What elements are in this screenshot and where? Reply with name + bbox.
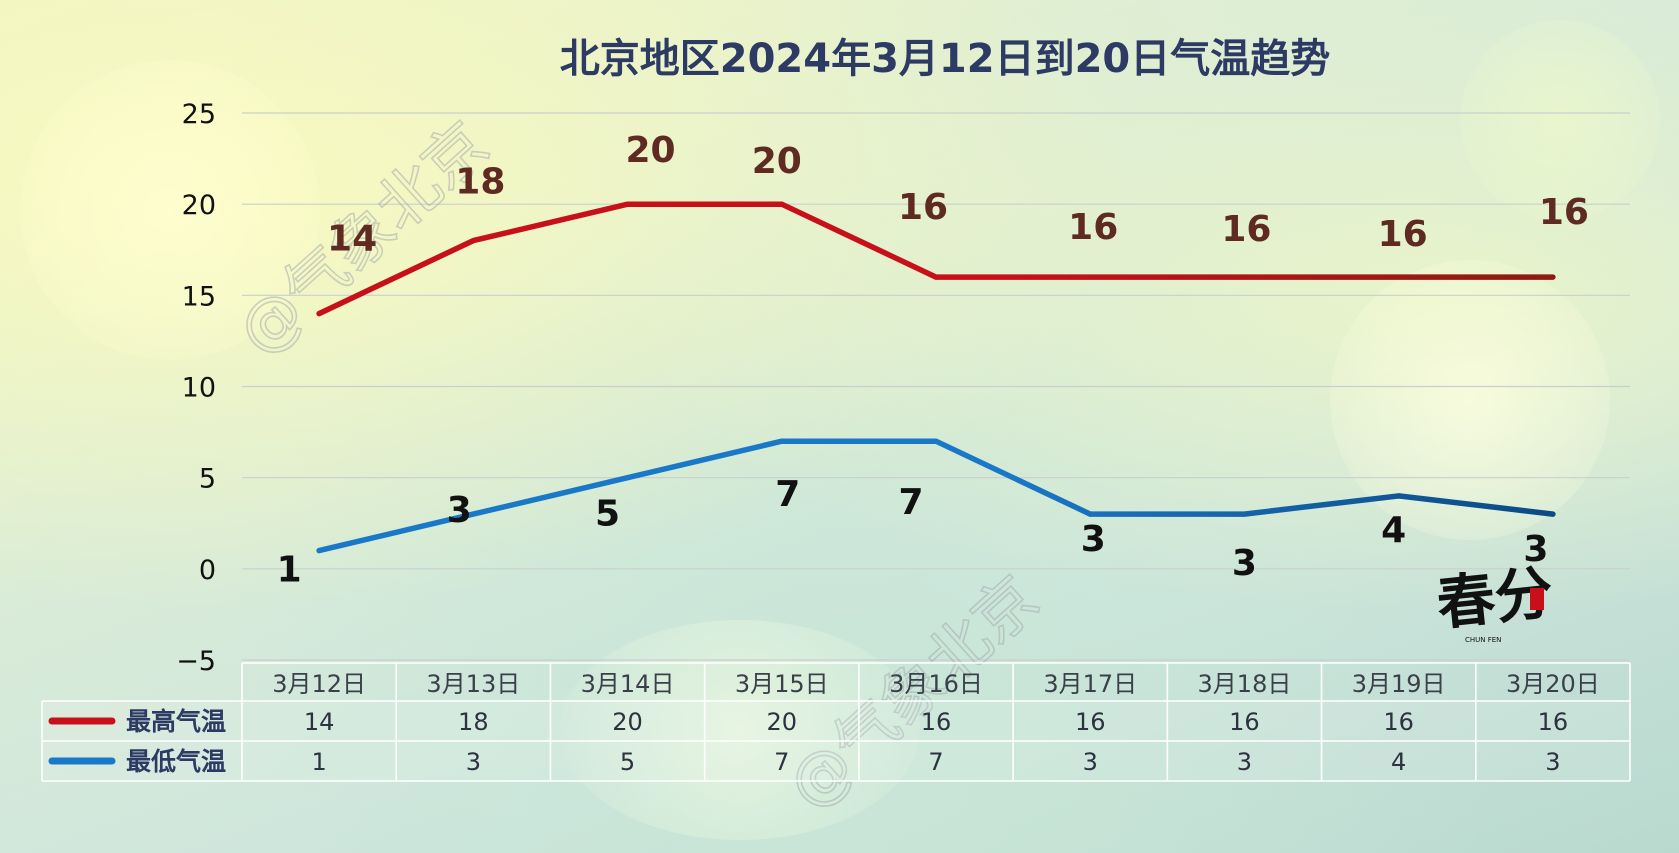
low-temp-data-label: 3 — [1232, 543, 1257, 584]
table-cell: 3 — [466, 748, 481, 776]
data-table: 3月12日 3月13日 3月14日 3月15日 3月16日 3月17日 3月18日 3月19日… — [41, 662, 1631, 782]
low-temp-data-label: 7 — [898, 482, 923, 523]
table-cell: 7 — [928, 748, 943, 776]
high-temp-data-label: 16 — [1539, 192, 1589, 233]
badge-small-text: CHUN FEN — [1465, 636, 1501, 644]
low-temp-data-label: 3 — [447, 490, 472, 531]
table-cell: 16 — [1538, 708, 1569, 736]
high-temp-data-label: 16 — [1068, 207, 1118, 248]
table-cell: 1 — [311, 748, 326, 776]
y-tick-label: 10 — [182, 373, 216, 404]
low-temp-data-label: 4 — [1381, 510, 1406, 551]
low-temp-data-label: 3 — [1523, 529, 1548, 570]
high-temp-data-label: 16 — [1378, 214, 1428, 255]
table-cell: 3 — [1545, 748, 1560, 776]
low-temp-data-label: 3 — [1081, 519, 1106, 560]
low-temp-data-label: 5 — [595, 494, 620, 535]
series-name: 最低气温 — [126, 747, 226, 776]
table-cell: 5 — [620, 748, 635, 776]
table-cell: 4 — [1391, 748, 1406, 776]
gridlines — [242, 112, 1630, 661]
high-temp-data-label: 14 — [327, 219, 377, 260]
x-category-label: 3月18日 — [1198, 670, 1292, 698]
y-tick-label: 15 — [182, 281, 216, 312]
y-tick-label: 0 — [199, 555, 216, 586]
table-cell: 16 — [1383, 708, 1414, 736]
x-category-label: 3月15日 — [735, 670, 829, 698]
table-cell: 3 — [1237, 748, 1252, 776]
table-cell: 20 — [767, 708, 798, 736]
table-cell: 3 — [1083, 748, 1098, 776]
y-tick-label: 20 — [182, 190, 216, 221]
x-category-label: 3月19日 — [1352, 670, 1446, 698]
x-category-label: 3月12日 — [272, 670, 366, 698]
x-category-label: 3月13日 — [426, 670, 520, 698]
table-cell: 16 — [921, 708, 952, 736]
y-tick-label: 5 — [199, 464, 216, 495]
spring-equinox-badge: 春分 CHUN FEN — [1434, 558, 1556, 644]
x-category-label: 3月14日 — [581, 670, 675, 698]
low-temp-line — [316, 438, 1556, 554]
table-cell: 16 — [1075, 708, 1106, 736]
x-category-label: 3月16日 — [889, 670, 983, 698]
series-lines — [316, 201, 1556, 554]
data-labels: 14 18 20 20 16 16 16 16 16 1 3 5 7 7 3 3 4 3 — [277, 130, 1589, 590]
badge-red-seal — [1530, 588, 1544, 610]
low-temp-data-label: 1 — [277, 550, 302, 591]
table-cell: 20 — [612, 708, 643, 736]
high-temp-data-label: 16 — [1221, 209, 1271, 250]
high-temp-data-label: 16 — [898, 187, 948, 228]
high-temp-data-label: 18 — [455, 162, 505, 203]
table-cell: 7 — [774, 748, 789, 776]
high-temp-data-label: 20 — [752, 141, 802, 182]
x-category-label: 3月20日 — [1506, 670, 1600, 698]
y-tick-label: −5 — [176, 646, 216, 677]
x-category-label: 3月17日 — [1043, 670, 1137, 698]
y-tick-label: 25 — [182, 99, 216, 130]
high-temp-line — [316, 201, 1556, 317]
series-name: 最高气温 — [126, 707, 226, 736]
high-temp-data-label: 20 — [626, 130, 676, 171]
table-cell: 18 — [458, 708, 489, 736]
y-axis-ticks: 25 20 15 10 5 0 −5 — [176, 99, 216, 677]
low-temp-data-label: 7 — [775, 474, 800, 515]
chart-title: 北京地区2024年3月12日到20日气温趋势 — [560, 36, 1331, 82]
table-cell: 14 — [304, 708, 335, 736]
table-cell: 16 — [1229, 708, 1260, 736]
